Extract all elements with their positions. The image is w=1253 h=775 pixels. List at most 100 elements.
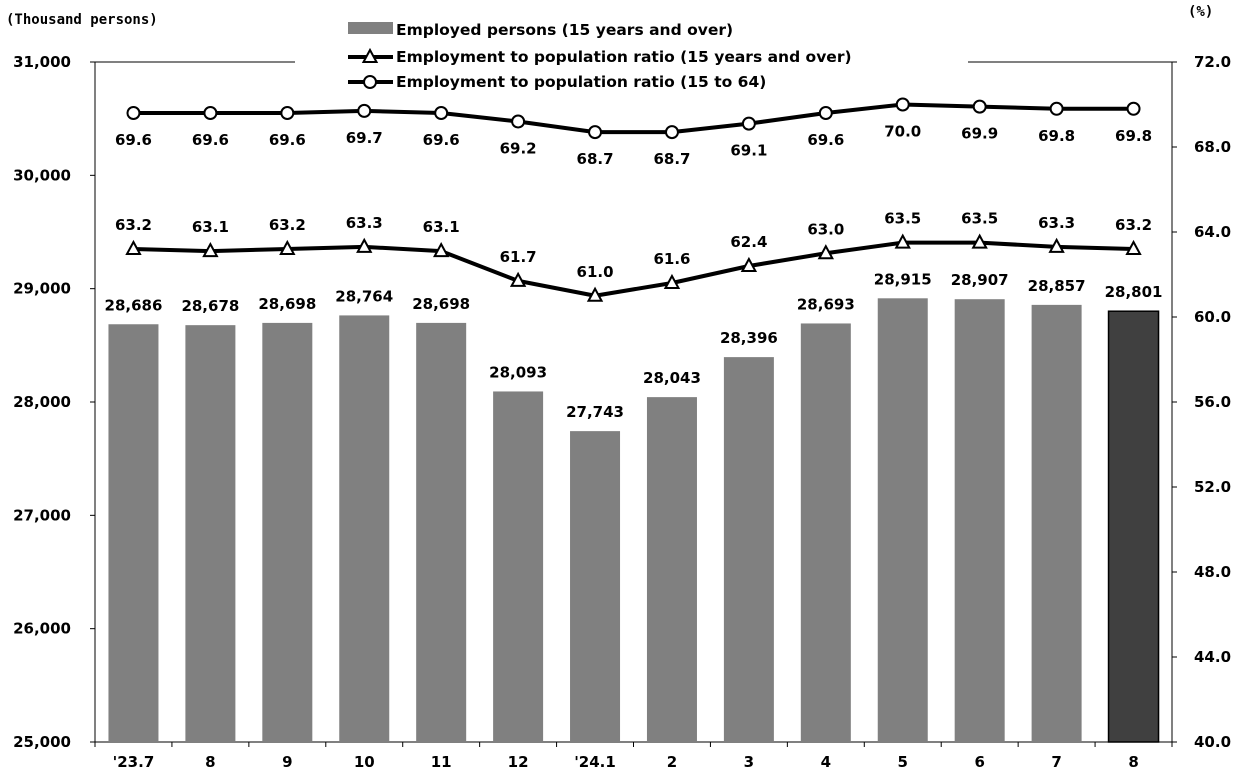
right-tick-label: 68.0 [1194,138,1231,156]
circle-marker [203,106,218,120]
triangle-marker [817,244,835,260]
left-tick-label: 28,000 [13,393,71,411]
bar-value-label: 28,678 [181,297,239,315]
left-tick-label: 31,000 [13,53,71,71]
bar-data-labels: 28,686 28,678 28,698 28,764 28,698 28,093 27,7… [105,270,1163,421]
bar [1107,310,1160,743]
ratio-15-64-line [133,102,1134,135]
legend-label: Employment to population ratio (15 to 64… [396,73,766,91]
right-tick-label: 52.0 [1194,478,1231,496]
triangle-marker [663,273,681,289]
left-tick-label: 25,000 [13,733,71,751]
triangle-marker [740,256,758,272]
bar [185,325,236,742]
circle-marker [818,106,833,120]
x-tick-label: 3 [744,753,754,771]
ratio-15-64-label: 69.6 [807,131,844,149]
ratio-15plus-label: 63.1 [192,218,229,236]
bar-value-label: 28,907 [951,271,1009,289]
ratio-15-64-label: 69.6 [192,131,229,149]
bar-value-label: 28,693 [797,295,855,313]
ratio-15-64-label: 69.1 [730,142,767,160]
ratio-15plus-label: 63.5 [961,210,998,228]
triangle-marker [1125,239,1142,255]
triangle-marker [356,237,373,253]
right-tick-label: 56.0 [1194,393,1231,411]
ratio-15-64-label: 68.7 [577,150,614,168]
bar [1031,304,1082,742]
right-tick-label: 48.0 [1194,563,1231,581]
right-tick-label: 40.0 [1194,733,1231,751]
bar [339,315,390,742]
right-tick-label: 60.0 [1194,308,1231,326]
bar-value-label: 27,743 [566,403,624,421]
bar-value-label: 28,915 [874,270,932,288]
circle-marker [1126,101,1141,116]
bar-value-label: 28,857 [1028,277,1086,295]
circle-marker [126,106,141,120]
triangle-marker [1048,237,1065,253]
x-tick-label: 7 [1051,753,1061,771]
ratio-15plus-label: 61.6 [653,250,690,268]
ratio-15plus-label: 63.5 [884,210,921,228]
ratio-15-64-label: 69.6 [269,131,306,149]
bar [262,322,313,742]
bar-value-label: 28,801 [1105,283,1163,301]
axes: 25,000 26,000 27,000 28,000 29,000 30,000 31,0… [13,53,1231,751]
circle-marker [511,114,526,129]
x-tick-label: 4 [821,753,831,771]
x-tick-label: 11 [431,753,452,771]
legend-bar-swatch [348,22,393,34]
ratio-15-64-label: 69.9 [961,125,998,143]
left-tick-label: 26,000 [13,620,71,638]
bar-value-label: 28,698 [412,295,470,313]
circle-marker [1049,101,1064,116]
x-tick-label: 12 [508,753,529,771]
triangle-marker [202,242,219,258]
ratio-15-64-label: 69.8 [1115,127,1152,145]
right-tick-label: 64.0 [1194,223,1231,241]
bar-value-label: 28,396 [720,329,778,347]
legend-label: Employed persons (15 years and over) [396,21,733,39]
bar [416,322,467,742]
circle-marker [664,125,679,140]
bar [493,391,544,742]
bar [570,431,621,742]
ratio-15-64-label: 69.6 [115,131,152,149]
x-tick-label: 8 [205,753,215,771]
right-tick-label: 72.0 [1194,53,1231,71]
triangle-marker [432,242,450,258]
left-tick-label: 27,000 [13,506,71,524]
right-tick-label: 44.0 [1194,648,1231,666]
circle-marker [972,99,987,114]
x-tick-label: 5 [898,753,908,771]
ratio-15plus-label: 63.2 [1115,216,1152,234]
line-series [125,97,1142,302]
ratio-15plus-label: 63.3 [346,214,383,232]
ratio-15plus-label: 63.2 [115,216,152,234]
ratio-15plus-label: 63.2 [269,216,306,234]
circle-marker [895,97,910,112]
bar [954,299,1005,742]
bar-value-label: 28,764 [335,287,393,305]
x-tick-label: '24.1 [574,753,616,771]
ratio-15-64-label: 70.0 [884,123,921,141]
x-tick-label: 9 [282,753,292,771]
legend: Employed persons (15 years and over) Empl… [348,21,852,91]
triangle-marker [125,239,142,255]
ratio-15-64-label: 69.7 [346,129,383,147]
x-tick-label: '23.7 [113,753,155,771]
left-tick-label: 29,000 [13,280,71,298]
x-tick-label: 10 [354,753,375,771]
bar-value-label: 28,698 [258,295,316,313]
triangle-marker [586,286,604,302]
triangle-marker [971,233,988,249]
ratio-15plus-label: 62.4 [730,233,767,251]
bar [108,324,159,742]
ratio-15plus-label: 61.0 [577,263,614,281]
bar-value-label: 28,043 [643,369,701,387]
circle-marker [357,103,372,118]
bar-series [108,298,1160,743]
x-tick-label: 2 [667,753,677,771]
